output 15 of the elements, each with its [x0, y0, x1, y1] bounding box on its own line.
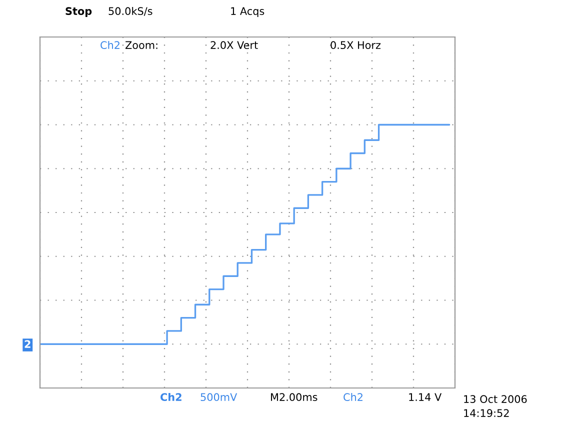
text: Stop	[66, 7, 92, 18]
text: Ch2	[160, 392, 182, 402]
text: 1 Acqs	[231, 7, 264, 18]
text: 2.0X Vert	[210, 41, 258, 50]
text: 50.0kS/s	[108, 6, 152, 16]
text: Zoom:	[125, 41, 158, 50]
text: Ch2	[344, 392, 362, 402]
text: M2.00ms	[271, 393, 318, 402]
text: 2	[24, 340, 30, 348]
text: Ch2	[100, 40, 120, 50]
text: 0.5X Horz	[330, 41, 381, 50]
text: 14:19:52	[464, 409, 509, 418]
text: 1.14 V	[409, 393, 442, 401]
text: 500mV	[200, 393, 238, 402]
text: 13 Oct 2006	[464, 395, 527, 404]
